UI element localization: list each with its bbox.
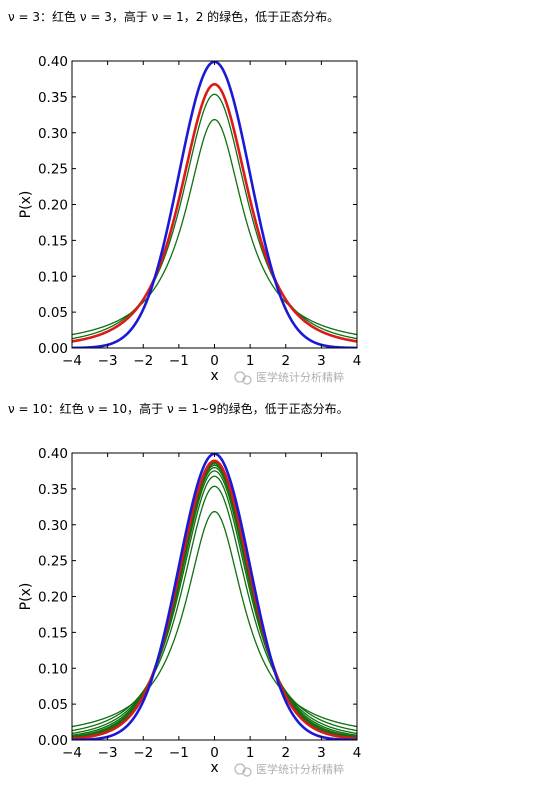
- series-t-df1-line: [72, 118, 357, 336]
- y-tick-label: 0.15: [38, 233, 68, 249]
- series-t-df1-line: [72, 510, 357, 728]
- series-t-df10-line: [72, 459, 357, 740]
- watermark-text: 医学统计分析精粹: [256, 370, 344, 384]
- y-axis-label: P(x): [18, 191, 34, 219]
- chat-bubble-icon-secondary: [242, 767, 252, 777]
- x-tick-label: −4: [62, 353, 82, 369]
- plot-area: [72, 453, 357, 740]
- x-tick-label: 3: [317, 745, 326, 761]
- y-tick-label: 0.05: [38, 305, 68, 321]
- x-tick-label: −4: [62, 745, 82, 761]
- series-t-df3-line: [72, 82, 357, 343]
- t-distribution-chart-df10: −4 −3 −2 −1 0 1 2 3 4 0.00 0.05 0.10 0.15 0.20 0.25 0.3…: [18, 446, 361, 777]
- x-tick-label: 2: [281, 745, 290, 761]
- y-tick-label: 0.20: [38, 198, 68, 214]
- plot-background: [72, 453, 357, 740]
- x-tick-label: −1: [169, 353, 189, 369]
- y-tick-label: 0.25: [38, 554, 68, 570]
- x-tick-label: 0: [210, 745, 219, 761]
- x-tick-label: −2: [133, 745, 153, 761]
- y-tick-label: 0.35: [38, 90, 68, 106]
- y-tick-label: 0.10: [38, 661, 68, 677]
- series-t-df5-line: [72, 466, 357, 737]
- y-tick-label: 0.00: [38, 733, 68, 749]
- watermark: 医学统计分析精粹: [234, 762, 344, 777]
- caption-df10-text: 红色 ν = 10，高于 ν = 1~9的绿色，低于正态分布。: [59, 402, 349, 416]
- ticks: −4 −3 −2 −1 0 1 2 3 4 0.00 0.05 0.10 0.15 0.20 0.25 0.3…: [38, 54, 361, 369]
- series-t-df3-line: [72, 475, 357, 735]
- y-tick-label: 0.05: [38, 697, 68, 713]
- y-tick-label: 0.40: [38, 54, 68, 70]
- watermark: 医学统计分析精粹: [234, 370, 344, 385]
- x-tick-label: 1: [246, 353, 255, 369]
- y-tick-label: 0.30: [38, 518, 68, 534]
- x-tick-label: 2: [281, 353, 290, 369]
- y-tick-label: 0.30: [38, 126, 68, 142]
- y-tick-label: 0.40: [38, 446, 68, 462]
- x-tick-label: 4: [353, 745, 362, 761]
- y-axis-label: P(x): [18, 583, 34, 611]
- x-axis-label: x: [210, 368, 218, 384]
- series-t-df7-line: [72, 463, 357, 739]
- y-tick-label: 0.25: [38, 162, 68, 178]
- x-tick-label: −1: [169, 745, 189, 761]
- series-t-df2-line: [72, 485, 357, 732]
- caption-df10-prefix: ν = 10：: [8, 402, 60, 416]
- series-t-df4-line: [72, 470, 357, 736]
- x-tick-label: −2: [133, 353, 153, 369]
- series-t-df6-line: [72, 464, 357, 738]
- y-tick-label: 0.00: [38, 341, 68, 357]
- caption-df10: ν = 10：红色 ν = 10，高于 ν = 1~9的绿色，低于正态分布。: [8, 400, 349, 417]
- x-tick-label: 4: [353, 353, 362, 369]
- ticks: −4 −3 −2 −1 0 1 2 3 4 0.00 0.05 0.10 0.15 0.20 0.25 0.3…: [38, 446, 361, 761]
- caption-df3-text: 红色 ν = 3，高于 ν = 1，2 的绿色，低于正态分布。: [52, 10, 340, 24]
- series-t-df2-line: [72, 93, 357, 340]
- plot-background: [72, 61, 357, 348]
- y-tick-label: 0.35: [38, 482, 68, 498]
- y-tick-label: 0.20: [38, 590, 68, 606]
- x-tick-label: 1: [246, 745, 255, 761]
- x-tick-label: −3: [98, 353, 118, 369]
- x-tick-label: 0: [210, 353, 219, 369]
- caption-df3-prefix: ν = 3：: [8, 10, 53, 24]
- caption-df3: ν = 3：红色 ν = 3，高于 ν = 1，2 的绿色，低于正态分布。: [8, 8, 339, 25]
- x-tick-label: −3: [98, 745, 118, 761]
- y-tick-label: 0.10: [38, 269, 68, 285]
- watermark-text: 医学统计分析精粹: [256, 762, 344, 776]
- x-axis-label: x: [210, 760, 218, 776]
- t-distribution-chart-df3: −4 −3 −2 −1 0 1 2 3 4 0.00 0.05 0.10 0.15 0.20 0.25 0.3…: [18, 54, 361, 385]
- plot-area: [72, 61, 357, 348]
- y-tick-label: 0.15: [38, 625, 68, 641]
- chat-bubble-icon-secondary: [242, 375, 252, 385]
- x-tick-label: 3: [317, 353, 326, 369]
